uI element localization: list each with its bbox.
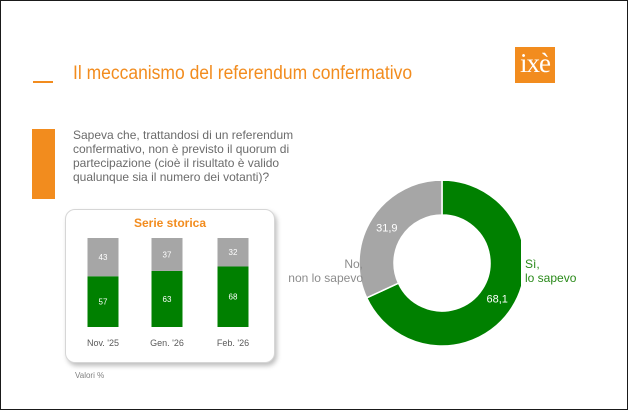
donut-chart: 68,1 31,9 — [358, 181, 521, 347]
donut-value-label: 68,1 — [486, 293, 507, 305]
bar-no-1 — [151, 238, 183, 271]
question-accent-bar — [32, 129, 55, 199]
bar-value-label: 43 — [99, 253, 108, 262]
category-label: Gen. '26 — [150, 338, 184, 348]
bar-value-label: 63 — [163, 295, 172, 304]
historical-bar-chart: 57 43 Nov. '25 63 37 Gen. '26 68 32 Feb. '26 — [87, 238, 249, 348]
category-label: Nov. '25 — [87, 338, 119, 348]
survey-question: Sapeva che, trattandosi di un referendum… — [73, 128, 294, 184]
legend-no-line2: non lo sapevo — [288, 271, 363, 285]
legend-yes-line2: lo sapevo — [525, 271, 577, 285]
bar-value-label: 57 — [99, 298, 108, 307]
bar-value-label: 37 — [163, 250, 172, 259]
donut-value-label: 31,9 — [376, 223, 397, 235]
bar-yes-1 — [151, 270, 183, 327]
logo-text: ixè — [520, 48, 551, 78]
bar-no-2 — [217, 238, 249, 267]
bar-yes-2 — [217, 266, 249, 327]
ixe-logo: ixè — [515, 47, 555, 83]
donut-slice-no — [358, 181, 443, 299]
title-dash — [33, 81, 53, 83]
footnote: Valori % — [75, 371, 105, 380]
bar-no-0 — [87, 238, 119, 277]
page-title: Il meccanismo del referendum confermativ… — [73, 63, 413, 84]
legend-yes: Sì, lo sapevo — [525, 257, 576, 285]
legend-no-line1: No, — [344, 257, 363, 271]
category-label: Feb. '26 — [217, 338, 249, 348]
legend-yes-line1: Sì, — [525, 257, 540, 271]
bar-value-label: 68 — [229, 293, 238, 302]
donut-slice-yes — [365, 181, 521, 347]
bar-value-label: 32 — [229, 248, 238, 257]
historical-series-title: Serie storica — [133, 216, 207, 230]
legend-no: No, non lo sapevo — [281, 257, 363, 285]
bar-yes-0 — [87, 276, 119, 327]
